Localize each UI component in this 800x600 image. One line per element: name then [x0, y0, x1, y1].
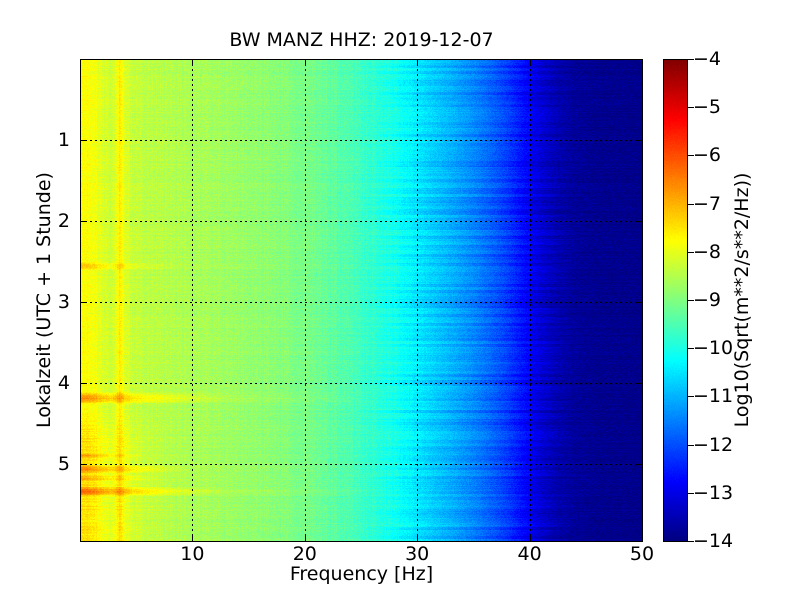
colorbar-tick-label: −11 [693, 385, 734, 408]
colorbar-tick-label: −6 [693, 144, 722, 167]
y-tick-label: 2 [57, 210, 70, 233]
colorbar-tick-mark [688, 59, 694, 60]
colorbar-tick-mark [688, 107, 694, 108]
colorbar-label: Log10(Sqrt(m**2/s**2/Hz)) [731, 172, 753, 428]
colorbar [663, 59, 688, 542]
colorbar-tick-mark [688, 493, 694, 494]
y-tick-label: 1 [57, 129, 70, 151]
colorbar-tick-label: −10 [693, 337, 734, 360]
colorbar-tick-label: −5 [693, 96, 722, 119]
colorbar-tick-mark [688, 396, 694, 397]
y-tick-label: 3 [57, 291, 70, 314]
colorbar-tick-mark [688, 445, 694, 446]
colorbar-tick-label: −8 [693, 240, 722, 263]
y-tick-label: 4 [57, 372, 70, 395]
colorbar-tick-mark [688, 204, 694, 205]
colorbar-tick-label: −13 [693, 481, 734, 504]
colorbar-tick-label: −14 [693, 530, 734, 552]
x-tick-label: 30 [405, 543, 430, 565]
colorbar-tick-label: −4 [693, 48, 722, 70]
plot-title: BW MANZ HHZ: 2019-12-07 [229, 29, 494, 51]
colorbar-tick-label: −9 [693, 289, 722, 311]
x-tick-label: 20 [292, 543, 317, 565]
x-axis-label: Frequency [Hz] [289, 563, 434, 585]
colorbar-tick-mark [688, 252, 694, 253]
colorbar-tick-mark [688, 348, 694, 349]
colorbar-tick-mark [688, 300, 694, 301]
colorbar-tick-label: −7 [693, 192, 722, 215]
colorbar-tick-label: −12 [693, 433, 734, 456]
spectrogram-image [80, 59, 643, 542]
x-tick-label: 10 [180, 543, 205, 565]
colorbar-tick-mark [688, 155, 694, 156]
x-tick-label: 50 [629, 543, 655, 565]
y-tick-label: 5 [57, 453, 70, 476]
colorbar-tick-mark [688, 541, 694, 542]
x-tick-label: 40 [517, 543, 542, 565]
